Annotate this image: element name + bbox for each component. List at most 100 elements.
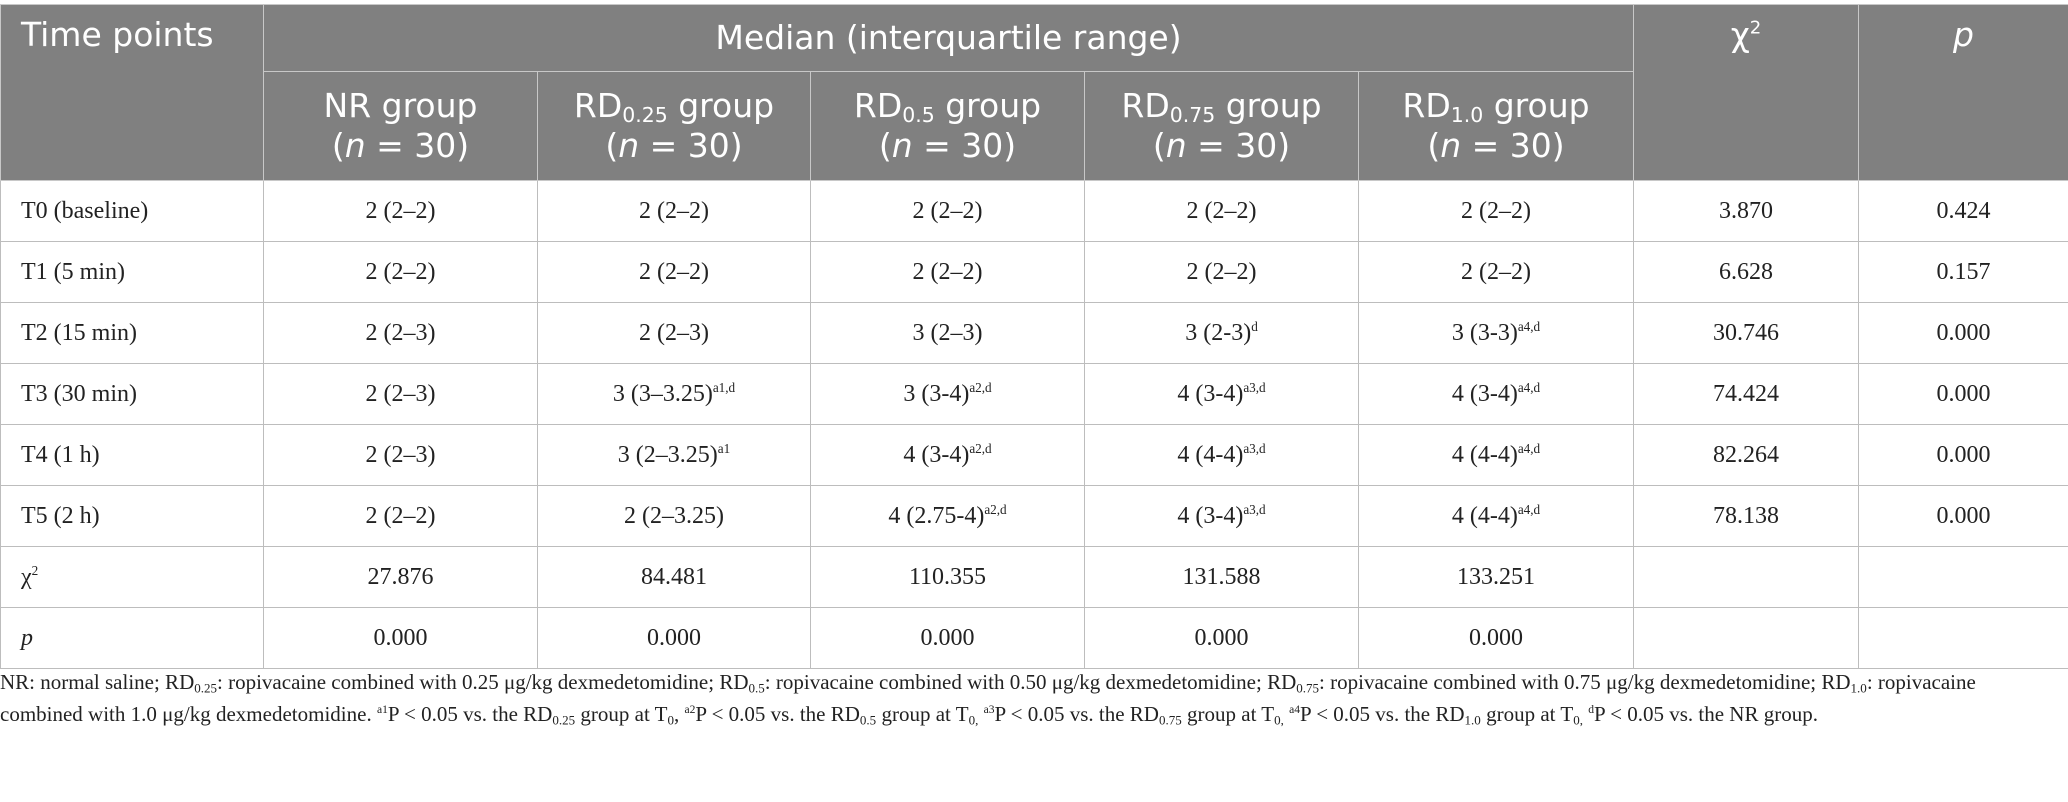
group-name: RD0.25 group bbox=[538, 86, 810, 126]
median-cell: 2 (2–2) bbox=[537, 180, 811, 242]
p-value: 0.000 bbox=[1858, 485, 2068, 547]
group-n-value: = 30 bbox=[912, 126, 1004, 165]
p-group-value: 0.000 bbox=[263, 607, 538, 669]
median-cell: 4 (4-4)a4,d bbox=[1358, 485, 1634, 547]
significance-marker: a1,d bbox=[712, 379, 736, 395]
median-value: 4 (2.75-4) bbox=[888, 502, 985, 529]
group-n-value: = 30 bbox=[365, 126, 457, 165]
chi2-value: 78.138 bbox=[1633, 485, 1859, 547]
footnote-subscript: 0.5 bbox=[859, 712, 877, 728]
footnote-subscript: 0.5 bbox=[748, 680, 765, 696]
group-suffix: group bbox=[371, 86, 478, 125]
median-cell: 2 (2–3) bbox=[537, 302, 811, 364]
footnote-subscript: 0, bbox=[1573, 712, 1583, 728]
header-time-points: Time points bbox=[0, 4, 264, 181]
median-value: 3 (2–3) bbox=[912, 319, 983, 346]
median-value: 2 (2–2) bbox=[639, 258, 709, 285]
chi2-group-value: 27.876 bbox=[263, 546, 538, 608]
median-cell: 2 (2–2) bbox=[263, 180, 538, 242]
median-value: 4 (3-4) bbox=[1177, 502, 1244, 529]
median-value: 2 (2–2) bbox=[365, 502, 436, 529]
median-cell: 2 (2–2) bbox=[810, 180, 1085, 242]
significance-marker: a4,d bbox=[1517, 318, 1541, 334]
median-value: 4 (4-4) bbox=[1451, 502, 1518, 529]
median-cell: 3 (3-3)a4,d bbox=[1358, 302, 1634, 364]
median-value: 2 (2–3) bbox=[365, 380, 436, 407]
chi2-value: 6.628 bbox=[1633, 241, 1859, 303]
median-value: 2 (2–2) bbox=[1186, 258, 1257, 285]
median-cell: 4 (3-4)a3,d bbox=[1084, 363, 1359, 425]
p-row-symbol: p bbox=[21, 624, 33, 651]
median-value: 2 (2–3.25) bbox=[624, 502, 724, 529]
group-n: (n = 30) bbox=[878, 126, 1017, 165]
chi2-value: 3.870 bbox=[1633, 180, 1859, 242]
group-n-label: n bbox=[1165, 126, 1187, 165]
chi2-group-value: 84.481 bbox=[537, 546, 811, 608]
table-row: T3 (30 min) 2 (2–3) 3 (3–3.25)a1,d 3 (3-4) a… bbox=[0, 363, 2068, 425]
median-cell: 4 (3-4)a3,d bbox=[1084, 485, 1359, 547]
p-group-value: 0.000 bbox=[1084, 607, 1359, 669]
median-value: 3 (3-4) bbox=[903, 380, 970, 407]
footnote-text: group at T bbox=[1181, 702, 1275, 726]
group-prefix: RD bbox=[853, 86, 903, 125]
header-p: p bbox=[1858, 4, 2068, 181]
significance-marker: a3,d bbox=[1243, 440, 1266, 456]
median-value: 2 (2–2) bbox=[912, 258, 983, 285]
group-n-value: = 30 bbox=[1461, 126, 1552, 165]
group-n: (n = 30) bbox=[331, 126, 470, 165]
footnote-subscript: 1.0 bbox=[1464, 712, 1481, 728]
footnote-text: P < 0.05 vs. the RD bbox=[994, 702, 1159, 726]
group-n-label: n bbox=[344, 126, 366, 165]
median-value: 2 (2–2) bbox=[365, 197, 436, 224]
median-cell: 2 (2–2) bbox=[263, 485, 538, 547]
median-cell: 2 (2–2) bbox=[263, 241, 538, 303]
row-label: T0 (baseline) bbox=[0, 180, 264, 242]
footnote-text: : ropivacaine combined with 1.0 μg/kg de… bbox=[0, 670, 1976, 726]
p-value: 0.157 bbox=[1858, 241, 2068, 303]
p-group-value: 0.000 bbox=[537, 607, 811, 669]
median-value: 2 (2–2) bbox=[639, 197, 709, 224]
chi2-group-value: 133.251 bbox=[1358, 546, 1634, 608]
footnote-superscript: a2 bbox=[684, 703, 696, 716]
median-cell: 2 (2–2) bbox=[1358, 180, 1634, 242]
header-group-1: RD0.25 group (n = 30) bbox=[537, 71, 811, 181]
median-cell: 3 (2–3) bbox=[810, 302, 1085, 364]
significance-marker: d bbox=[1251, 318, 1258, 334]
significance-marker: a2,d bbox=[984, 501, 1007, 517]
group-suffix: group bbox=[934, 86, 1042, 125]
header-group-4: RD1.0 group (n = 30) bbox=[1358, 71, 1634, 181]
footnote-text: P < 0.05 vs. the RD bbox=[387, 702, 553, 726]
p-group-value: 0.000 bbox=[810, 607, 1085, 669]
group-suffix: group bbox=[1215, 86, 1322, 125]
p-value: 0.000 bbox=[1858, 363, 2068, 425]
significance-marker: a3,d bbox=[1243, 501, 1266, 517]
data-table: Time points Median (interquartile range)… bbox=[0, 4, 2068, 669]
table-row: T5 (2 h) 2 (2–2) 2 (2–3.25) 4 (2.75-4)a2,d 4… bbox=[0, 485, 2068, 547]
median-value: 2 (2–2) bbox=[912, 197, 983, 224]
p-value: 0.000 bbox=[1858, 302, 2068, 364]
group-n-value: = 30 bbox=[639, 126, 730, 165]
header-group-2: RD0.5 group (n = 30) bbox=[810, 71, 1085, 181]
chi2-value: 82.264 bbox=[1633, 424, 1859, 486]
median-cell: 3 (2-3)d bbox=[1084, 302, 1359, 364]
group-prefix: RD bbox=[1121, 86, 1170, 125]
group-prefix: NR bbox=[323, 86, 372, 125]
median-value: 2 (2–2) bbox=[1461, 258, 1531, 285]
footnote-subscript: 0 bbox=[667, 712, 675, 728]
median-value: 2 (2–3) bbox=[639, 319, 709, 346]
median-cell: 4 (3-4)a4,d bbox=[1358, 363, 1634, 425]
group-suffix: group bbox=[667, 86, 775, 125]
footnote-superscript: a1 bbox=[376, 703, 388, 716]
group-prefix: RD bbox=[573, 86, 623, 125]
row-label: T5 (2 h) bbox=[0, 485, 264, 547]
footnote-text: P < 0.05 vs. the RD bbox=[695, 702, 860, 726]
group-name: RD0.75 group bbox=[1085, 86, 1358, 126]
median-value: 4 (3-4) bbox=[1177, 380, 1244, 407]
median-cell: 3 (3–3.25)a1,d bbox=[537, 363, 811, 425]
median-value: 4 (4-4) bbox=[1451, 441, 1518, 468]
median-cell: 4 (4-4)a3,d bbox=[1084, 424, 1359, 486]
group-n-value: = 30 bbox=[1186, 126, 1278, 165]
row-label: T3 (30 min) bbox=[0, 363, 264, 425]
group-n-label: n bbox=[618, 126, 640, 165]
group-prefix: RD bbox=[1402, 86, 1451, 125]
